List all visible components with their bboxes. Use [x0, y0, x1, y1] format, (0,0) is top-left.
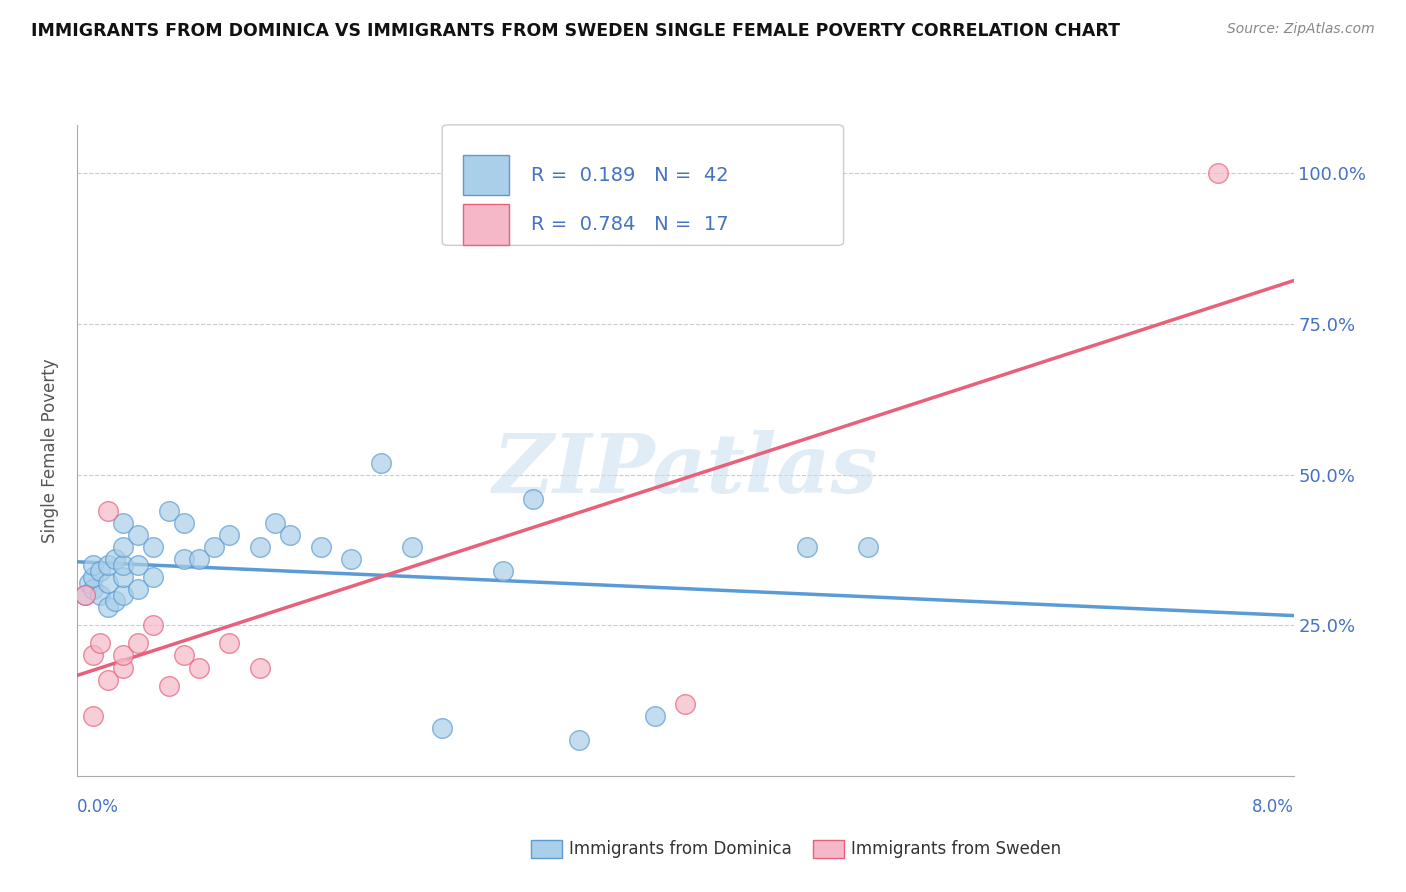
Y-axis label: Single Female Poverty: Single Female Poverty — [41, 359, 59, 542]
Point — [97, 576, 120, 591]
Point — [309, 540, 332, 554]
Point — [111, 540, 134, 554]
Point — [492, 564, 515, 578]
Point — [79, 576, 101, 591]
Point — [82, 582, 104, 596]
Point — [73, 588, 96, 602]
Point — [568, 732, 591, 747]
Point — [142, 570, 165, 584]
Point — [856, 540, 879, 554]
Text: ZIPatlas: ZIPatlas — [492, 430, 879, 510]
Point — [278, 528, 301, 542]
Point — [73, 588, 96, 602]
Text: Immigrants from Sweden: Immigrants from Sweden — [851, 840, 1060, 858]
Text: 8.0%: 8.0% — [1251, 798, 1294, 816]
Point — [111, 516, 134, 530]
Text: R =  0.784   N =  17: R = 0.784 N = 17 — [531, 215, 728, 234]
Text: Source: ZipAtlas.com: Source: ZipAtlas.com — [1227, 22, 1375, 37]
Bar — [463, 204, 509, 244]
Point — [82, 708, 104, 723]
Point — [127, 636, 149, 650]
Point — [401, 540, 423, 554]
Point — [432, 721, 454, 735]
Point — [127, 582, 149, 596]
Point — [173, 516, 195, 530]
Point — [188, 660, 211, 674]
Point — [89, 636, 111, 650]
Bar — [463, 155, 509, 195]
Text: Immigrants from Dominica: Immigrants from Dominica — [569, 840, 792, 858]
Point — [111, 570, 134, 584]
Point — [249, 660, 271, 674]
Point — [82, 558, 104, 572]
Point — [218, 528, 240, 542]
Point — [264, 516, 287, 530]
Point — [675, 697, 697, 711]
Point — [97, 504, 120, 518]
Point — [104, 594, 127, 608]
Point — [97, 600, 120, 615]
Point — [89, 588, 111, 602]
Point — [111, 648, 134, 663]
Point — [157, 504, 180, 518]
Point — [97, 673, 120, 687]
Point — [82, 570, 104, 584]
Point — [522, 491, 544, 506]
Point — [142, 618, 165, 632]
Point — [188, 552, 211, 566]
Point — [89, 564, 111, 578]
Point — [173, 648, 195, 663]
Point — [644, 708, 666, 723]
Point — [111, 588, 134, 602]
Point — [127, 528, 149, 542]
Text: 0.0%: 0.0% — [77, 798, 120, 816]
Point — [202, 540, 225, 554]
Text: IMMIGRANTS FROM DOMINICA VS IMMIGRANTS FROM SWEDEN SINGLE FEMALE POVERTY CORRELA: IMMIGRANTS FROM DOMINICA VS IMMIGRANTS F… — [31, 22, 1121, 40]
Point — [370, 456, 392, 470]
FancyBboxPatch shape — [443, 125, 844, 245]
Point — [173, 552, 195, 566]
Point — [157, 679, 180, 693]
Point — [97, 558, 120, 572]
Text: R =  0.189   N =  42: R = 0.189 N = 42 — [531, 166, 728, 185]
Point — [104, 552, 127, 566]
Point — [796, 540, 818, 554]
Point — [1206, 166, 1229, 180]
Point — [249, 540, 271, 554]
Point — [111, 558, 134, 572]
Point — [111, 660, 134, 674]
Point — [82, 648, 104, 663]
Point — [218, 636, 240, 650]
Point — [340, 552, 363, 566]
Point — [142, 540, 165, 554]
Point — [127, 558, 149, 572]
